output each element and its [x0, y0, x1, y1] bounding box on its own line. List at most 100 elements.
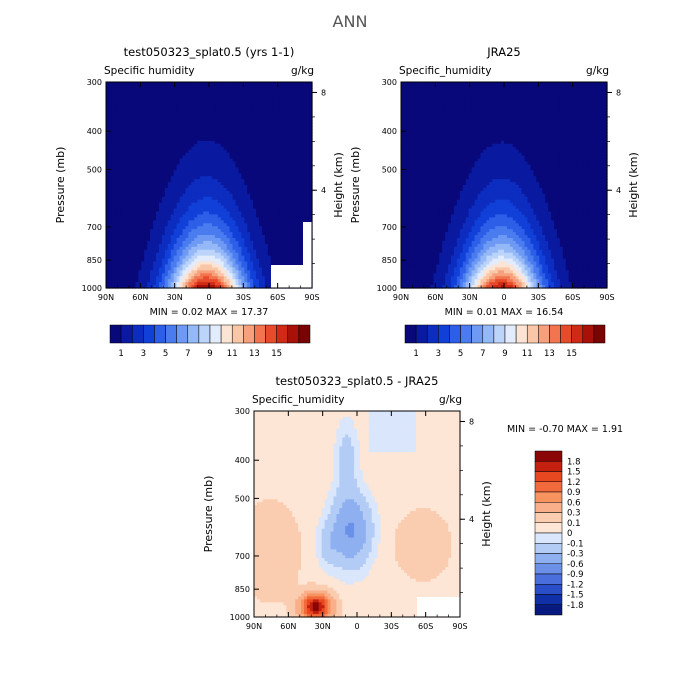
- field-cell: [179, 161, 184, 165]
- field-cell: [111, 102, 116, 107]
- field-cell: [156, 229, 160, 233]
- x-tick-label: 60S: [270, 293, 285, 302]
- field-cell: [197, 205, 201, 210]
- field-cell: [179, 261, 184, 266]
- field-cell: [117, 267, 122, 271]
- field-cell: [147, 84, 151, 89]
- field-cell: [129, 267, 134, 271]
- field-cell: [197, 123, 201, 127]
- field-cell: [176, 208, 181, 213]
- field-cell: [108, 102, 113, 107]
- field-cell: [194, 82, 198, 86]
- field-cell: [153, 226, 157, 230]
- field-cell: [173, 240, 178, 245]
- field-cell: [132, 155, 137, 160]
- field-cell: [191, 155, 195, 160]
- field-cell: [170, 199, 175, 204]
- field-cell: [194, 140, 198, 145]
- field-cell: [147, 105, 151, 110]
- field-cell: [150, 187, 154, 192]
- field-cell: [170, 176, 175, 180]
- field-cell: [173, 179, 178, 183]
- field-cell: [156, 182, 160, 186]
- field-cell: [132, 105, 137, 110]
- field-cell: [164, 214, 169, 218]
- field-cell: [182, 282, 187, 286]
- field-cell: [194, 93, 198, 98]
- field-cell: [123, 108, 128, 113]
- field-cell: [106, 267, 110, 271]
- field-cell: [164, 87, 169, 92]
- field-cell: [191, 205, 195, 210]
- field-cell: [173, 285, 178, 289]
- field-cell: [188, 134, 192, 139]
- field-cell: [129, 173, 134, 177]
- field-cell: [132, 161, 137, 165]
- field-cell: [191, 261, 195, 266]
- field-cell: [158, 143, 163, 148]
- field-cell: [150, 223, 154, 227]
- field-cell: [200, 205, 204, 210]
- field-cell: [179, 164, 184, 168]
- field-cell: [179, 126, 184, 130]
- field-cell: [129, 185, 134, 189]
- field-cell: [135, 182, 139, 186]
- field-cell: [126, 193, 131, 198]
- field-cell: [108, 232, 113, 236]
- field-cell: [147, 129, 151, 133]
- field-cell: [203, 193, 207, 198]
- field-cell: [203, 258, 207, 263]
- field-cell: [126, 182, 131, 186]
- field-cell: [144, 237, 148, 242]
- field-cell: [185, 285, 189, 289]
- field-cell: [126, 149, 131, 154]
- field-cell: [167, 146, 172, 151]
- field-cell: [129, 273, 134, 277]
- field-cell: [185, 90, 189, 95]
- field-cell: [135, 146, 139, 151]
- field-cell: [179, 264, 184, 268]
- field-cell: [191, 102, 195, 107]
- field-cell: [161, 99, 166, 104]
- field-cell: [179, 232, 184, 236]
- field-cell: [161, 182, 166, 186]
- field-cell: [147, 123, 151, 127]
- field-cell: [135, 252, 139, 257]
- field-cell: [108, 161, 113, 165]
- field-cell: [126, 105, 131, 110]
- field-cell: [173, 237, 178, 242]
- field-cell: [138, 149, 142, 154]
- field-cell: [150, 264, 154, 268]
- field-cell: [108, 282, 113, 286]
- field-cell: [167, 102, 172, 107]
- field-cell: [111, 170, 116, 174]
- field-cell: [200, 199, 204, 204]
- field-cell: [182, 205, 187, 210]
- field-cell: [167, 264, 172, 268]
- field-cell: [106, 285, 110, 289]
- field-cell: [203, 170, 207, 174]
- field-cell: [117, 261, 122, 266]
- field-cell: [129, 126, 134, 130]
- field-cell: [126, 170, 131, 174]
- field-cell: [132, 243, 137, 248]
- field-cell: [188, 193, 192, 198]
- field-cell: [173, 208, 178, 213]
- field-cell: [200, 270, 204, 274]
- field-cell: [194, 211, 198, 216]
- field-cell: [203, 217, 207, 221]
- field-cell: [114, 232, 119, 236]
- field-cell: [150, 90, 154, 95]
- field-cell: [167, 249, 172, 254]
- field-cell: [170, 146, 175, 151]
- field-cell: [179, 220, 184, 224]
- field-cell: [197, 214, 201, 218]
- field-cell: [194, 164, 198, 168]
- field-cell: [135, 173, 139, 177]
- field-cell: [111, 137, 116, 142]
- field-cell: [176, 220, 181, 224]
- field-cell: [194, 123, 198, 127]
- field-cell: [200, 102, 204, 107]
- field-cell: [170, 170, 175, 174]
- field-cell: [106, 152, 110, 157]
